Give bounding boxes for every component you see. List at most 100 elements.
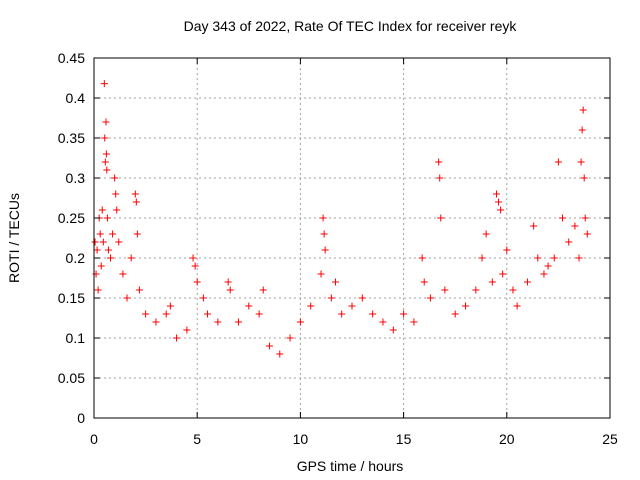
x-tick-label: 25: [602, 431, 618, 447]
data-point: [191, 262, 199, 270]
data-point: [583, 230, 591, 238]
data-point: [96, 230, 104, 238]
data-point: [482, 230, 490, 238]
data-point: [579, 106, 587, 114]
data-point: [437, 214, 445, 222]
data-point: [530, 222, 538, 230]
x-tick-label: 20: [499, 431, 515, 447]
data-point: [199, 294, 207, 302]
data-point: [513, 302, 521, 310]
data-point: [173, 334, 181, 342]
data-point: [523, 278, 531, 286]
data-point: [478, 254, 486, 262]
grid: [94, 58, 610, 418]
data-point: [400, 310, 408, 318]
data-point: [317, 270, 325, 278]
data-point: [255, 310, 263, 318]
data-point: [99, 238, 107, 246]
data-point: [540, 270, 548, 278]
data-point: [102, 118, 110, 126]
data-point: [102, 150, 110, 158]
data-point: [578, 126, 586, 134]
data-point: [97, 262, 105, 270]
data-point: [544, 262, 552, 270]
data-point: [348, 302, 356, 310]
data-point: [214, 318, 222, 326]
data-point: [131, 190, 139, 198]
data-point: [495, 198, 503, 206]
y-tick-label: 0.1: [66, 330, 86, 346]
data-point: [109, 230, 117, 238]
data-point: [183, 326, 191, 334]
data-point: [320, 230, 328, 238]
data-point: [488, 278, 496, 286]
data-point: [565, 238, 573, 246]
data-point: [410, 318, 418, 326]
data-point: [103, 166, 111, 174]
data-point: [499, 270, 507, 278]
data-point: [265, 342, 273, 350]
data-point: [420, 278, 428, 286]
x-tick-label: 15: [396, 431, 412, 447]
data-point: [101, 158, 109, 166]
data-point: [497, 206, 505, 214]
y-tick-label: 0.2: [66, 250, 86, 266]
data-point: [509, 286, 517, 294]
data-point: [276, 350, 284, 358]
data-point: [571, 222, 579, 230]
data-point: [193, 278, 201, 286]
y-tick-label: 0.15: [58, 290, 85, 306]
data-point: [575, 254, 583, 262]
y-tick-label: 0.05: [58, 370, 85, 386]
data-points: [91, 80, 591, 358]
data-point: [319, 214, 327, 222]
data-point: [234, 318, 242, 326]
data-point: [331, 278, 339, 286]
data-point: [369, 310, 377, 318]
data-point: [132, 198, 140, 206]
data-point: [296, 318, 304, 326]
data-point: [123, 294, 131, 302]
plot-frame: [93, 57, 611, 419]
data-point: [100, 80, 108, 88]
data-point: [113, 206, 121, 214]
data-point: [107, 254, 115, 262]
x-axis-label: GPS time / hours: [297, 458, 404, 474]
data-point: [226, 286, 234, 294]
data-point: [224, 278, 232, 286]
data-point: [112, 190, 120, 198]
data-point: [358, 294, 366, 302]
data-point: [550, 254, 558, 262]
data-point: [426, 294, 434, 302]
data-point: [133, 230, 141, 238]
y-tick-label: 0: [77, 410, 85, 426]
data-point: [327, 294, 335, 302]
data-point: [111, 174, 119, 182]
data-point: [166, 302, 174, 310]
x-tick-label: 0: [90, 431, 98, 447]
data-point: [204, 310, 212, 318]
data-point: [104, 246, 112, 254]
data-point: [577, 158, 585, 166]
y-tick-label: 0.4: [66, 90, 86, 106]
data-point: [307, 302, 315, 310]
data-point: [581, 214, 589, 222]
data-point: [142, 310, 150, 318]
y-tick-label: 0.35: [58, 130, 85, 146]
data-point: [103, 214, 111, 222]
data-point: [389, 326, 397, 334]
data-point: [259, 286, 267, 294]
data-point: [152, 318, 160, 326]
data-point: [135, 286, 143, 294]
y-tick-label: 0.25: [58, 210, 85, 226]
data-point: [119, 270, 127, 278]
data-point: [245, 302, 253, 310]
data-point: [162, 310, 170, 318]
data-point: [379, 318, 387, 326]
data-point: [580, 174, 588, 182]
data-point: [91, 238, 99, 246]
data-point: [472, 286, 480, 294]
data-point: [189, 254, 197, 262]
data-point: [492, 190, 500, 198]
